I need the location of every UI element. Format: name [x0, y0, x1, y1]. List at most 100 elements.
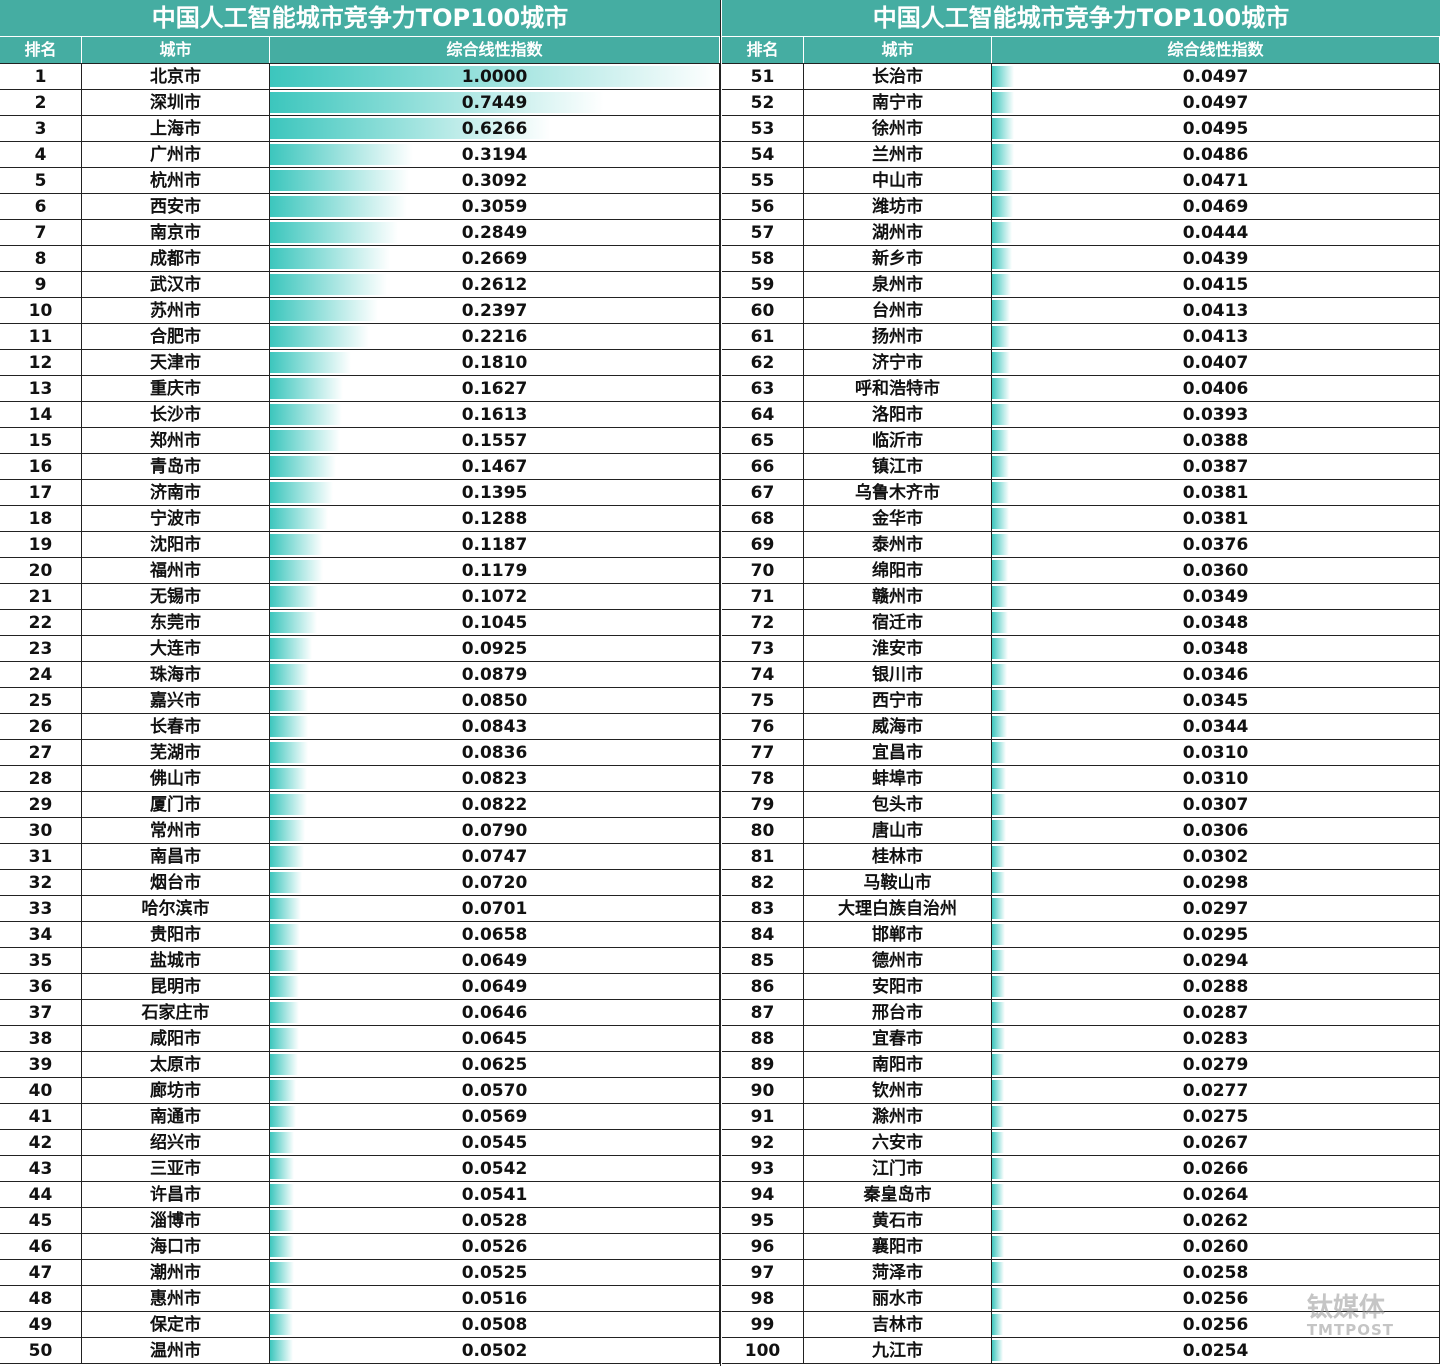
data-bar [270, 1080, 296, 1101]
rank-cell: 18 [0, 506, 82, 531]
rank-cell: 76 [722, 714, 804, 739]
table-row: 10 苏州市 0.2397 [0, 298, 720, 324]
index-value: 0.0413 [1182, 301, 1249, 321]
index-cell: 0.0264 [992, 1182, 1440, 1207]
city-cell: 嘉兴市 [82, 688, 270, 713]
city-cell: 包头市 [804, 792, 992, 817]
table-row: 13 重庆市 0.1627 [0, 376, 720, 402]
index-value: 0.7449 [461, 93, 528, 113]
data-bar [992, 1158, 1004, 1179]
data-bar [270, 560, 323, 581]
data-bar [992, 1340, 1004, 1361]
header-cell: 城市 [82, 37, 270, 63]
index-cell: 0.0295 [992, 922, 1440, 947]
table-row: 25 嘉兴市 0.0850 [0, 688, 720, 714]
index-value: 0.0407 [1182, 353, 1249, 373]
data-bar [992, 950, 1006, 971]
index-value: 0.0310 [1182, 743, 1249, 763]
index-value: 0.0645 [461, 1029, 528, 1049]
rank-cell: 15 [0, 428, 82, 453]
table-row: 85 德州市 0.0294 [722, 948, 1440, 974]
city-cell: 咸阳市 [82, 1026, 270, 1051]
index-value: 0.0348 [1182, 613, 1249, 633]
header-row: 排名 城市 综合线性指数 [722, 37, 1440, 64]
data-bar [270, 1054, 299, 1075]
index-value: 0.0262 [1182, 1211, 1249, 1231]
table-row: 17 济南市 0.1395 [0, 480, 720, 506]
header-cell: 排名 [722, 37, 804, 63]
index-cell: 0.3092 [270, 168, 720, 193]
rank-cell: 31 [0, 844, 82, 869]
table-row: 36 昆明市 0.0649 [0, 974, 720, 1000]
index-cell: 0.0495 [992, 116, 1440, 141]
data-bar [992, 300, 1011, 321]
city-cell: 赣州市 [804, 584, 992, 609]
data-bar [992, 768, 1006, 789]
city-cell: 长春市 [82, 714, 270, 739]
index-cell: 0.1179 [270, 558, 720, 583]
table-row: 11 合肥市 0.2216 [0, 324, 720, 350]
city-cell: 常州市 [82, 818, 270, 843]
table-row: 6 西安市 0.3059 [0, 194, 720, 220]
city-cell: 南昌市 [82, 844, 270, 869]
table-row: 76 威海市 0.0344 [722, 714, 1440, 740]
index-cell: 0.0348 [992, 610, 1440, 635]
data-bar [992, 1080, 1005, 1101]
watermark-text: 钛媒体 [1306, 1293, 1385, 1323]
table-row: 94 秦皇岛市 0.0264 [722, 1182, 1440, 1208]
index-value: 0.0264 [1182, 1185, 1249, 1205]
index-cell: 0.1467 [270, 454, 720, 479]
index-cell: 0.0260 [992, 1234, 1440, 1259]
index-value: 0.0294 [1182, 951, 1249, 971]
index-cell: 0.0486 [992, 142, 1440, 167]
city-cell: 济宁市 [804, 350, 992, 375]
city-cell: 无锡市 [82, 584, 270, 609]
table-row: 38 咸阳市 0.0645 [0, 1026, 720, 1052]
city-cell: 宿迁市 [804, 610, 992, 635]
table-row: 80 唐山市 0.0306 [722, 818, 1440, 844]
index-cell: 0.0569 [270, 1104, 720, 1129]
city-cell: 西宁市 [804, 688, 992, 713]
table-row: 97 菏泽市 0.0258 [722, 1260, 1440, 1286]
rank-cell: 19 [0, 532, 82, 557]
rank-cell: 74 [722, 662, 804, 687]
rank-cell: 52 [722, 90, 804, 115]
data-bar [992, 326, 1011, 347]
index-cell: 0.0381 [992, 506, 1440, 531]
rank-cell: 68 [722, 506, 804, 531]
index-cell: 0.1557 [270, 428, 720, 453]
index-cell: 0.0310 [992, 766, 1440, 791]
index-cell: 0.0528 [270, 1208, 720, 1233]
data-bar [270, 1028, 299, 1049]
rank-cell: 87 [722, 1000, 804, 1025]
rank-cell: 54 [722, 142, 804, 167]
table-row: 24 珠海市 0.0879 [0, 662, 720, 688]
city-cell: 贵阳市 [82, 922, 270, 947]
index-value: 0.0525 [461, 1263, 528, 1283]
index-value: 0.0569 [461, 1107, 528, 1127]
table-row: 67 乌鲁木齐市 0.0381 [722, 480, 1440, 506]
city-cell: 太原市 [82, 1052, 270, 1077]
index-cell: 0.0297 [992, 896, 1440, 921]
index-cell: 0.0254 [992, 1338, 1440, 1363]
index-cell: 0.0310 [992, 740, 1440, 765]
index-value: 0.0836 [461, 743, 528, 763]
index-cell: 0.0407 [992, 350, 1440, 375]
rank-cell: 14 [0, 402, 82, 427]
rank-cell: 71 [722, 584, 804, 609]
city-cell: 重庆市 [82, 376, 270, 401]
rank-cell: 10 [0, 298, 82, 323]
rank-cell: 84 [722, 922, 804, 947]
index-cell: 0.1627 [270, 376, 720, 401]
data-bar [270, 1236, 294, 1257]
city-cell: 襄阳市 [804, 1234, 992, 1259]
rank-cell: 61 [722, 324, 804, 349]
rank-cell: 73 [722, 636, 804, 661]
header-cell: 综合线性指数 [992, 37, 1440, 63]
rank-cell: 8 [0, 246, 82, 271]
city-cell: 新乡市 [804, 246, 992, 271]
index-cell: 0.0541 [270, 1182, 720, 1207]
index-value: 0.0310 [1182, 769, 1249, 789]
index-value: 0.0747 [461, 847, 528, 867]
rank-cell: 41 [0, 1104, 82, 1129]
